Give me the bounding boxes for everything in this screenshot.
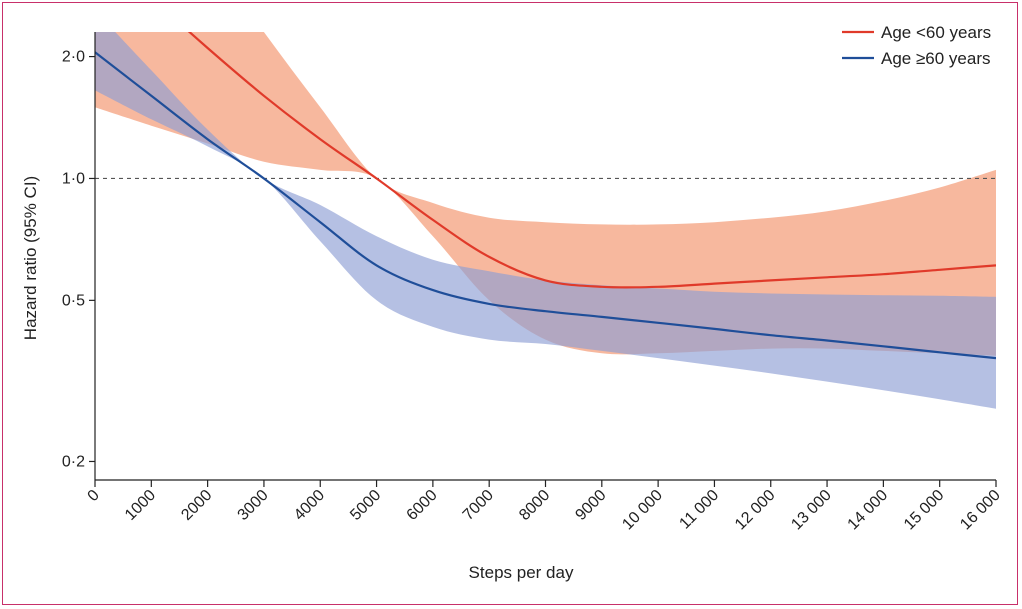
legend: Age <60 years Age ≥60 years [842,23,991,68]
y-axis-ticks: 0·2 0·5 1·0 2·0 [62,49,95,470]
x-tick-label: 16 000 [957,487,1004,534]
x-tick-label: 1000 [122,487,159,524]
x-tick-label: 0 [85,487,103,505]
y-tick-label: 1·0 [62,170,85,187]
x-tick-label: 7000 [460,487,497,524]
x-tick-label: 9000 [572,487,609,524]
x-tick-label: 3000 [235,487,272,524]
x-tick-label: 15 000 [901,487,948,534]
x-tick-label: 11 000 [676,487,722,533]
series-line-over-60 [95,51,996,360]
y-axis-label: Hazard ratio (95% CI) [21,176,40,340]
legend-label: Age ≥60 years [881,49,991,68]
x-tick-label: 10 000 [619,487,666,534]
x-tick-label: 12 000 [732,487,779,534]
series-line-under-60 [187,32,996,289]
legend-label: Age <60 years [881,23,991,42]
ci-band-over-60 [95,32,996,409]
x-tick-label: 8000 [516,487,553,524]
x-tick-label: 14 000 [845,487,892,534]
x-tick-label: 2000 [178,487,215,524]
x-axis-label: Steps per day [469,563,574,582]
x-tick-label: 13 000 [788,487,835,534]
y-tick-label: 0·5 [62,292,85,309]
series-lines [95,32,996,360]
x-axis-ticks: 0 1000 2000 3000 4000 5000 6000 7000 8000 9000 10 … [85,480,1004,533]
ci-band-under-60 [95,32,996,356]
y-tick-label: 0·2 [62,453,85,470]
x-tick-label: 5000 [347,487,384,524]
ci-bands [95,32,996,409]
y-tick-label: 2·0 [62,49,85,66]
x-tick-label: 6000 [404,487,441,524]
x-tick-label: 4000 [291,487,328,524]
